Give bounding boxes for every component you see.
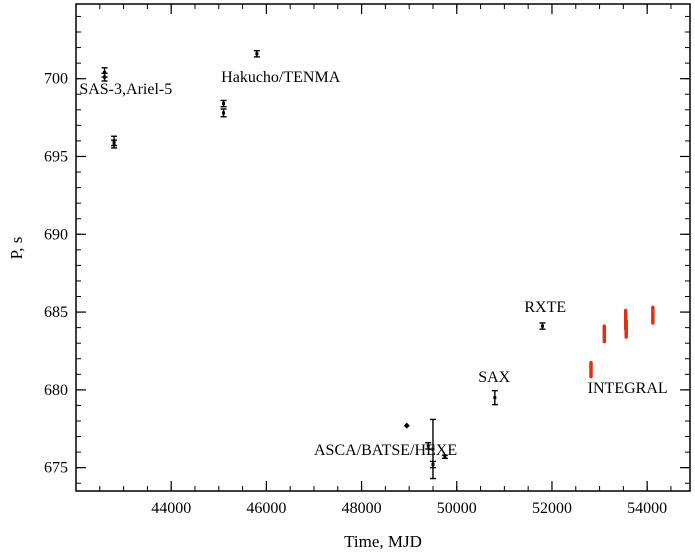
data-point (441, 454, 448, 460)
y-tick-label: 690 (44, 226, 68, 243)
data-point (101, 72, 108, 82)
data-points (101, 49, 655, 480)
data-point (253, 49, 260, 58)
plot-frame (75, 3, 691, 492)
x-tick-label: 52000 (532, 500, 572, 517)
data-point (220, 99, 227, 108)
x-tick-label: 46000 (246, 500, 286, 517)
x-tick-label: 54000 (627, 500, 667, 517)
data-point (425, 442, 432, 450)
annotation-label: INTEGRAL (588, 380, 668, 397)
data-point (220, 108, 227, 118)
axis-ticks (75, 4, 690, 491)
y-tick-label: 695 (44, 148, 68, 165)
data-point (491, 389, 498, 406)
data-point (539, 322, 546, 330)
data-point (429, 460, 436, 469)
y-tick-label: 685 (44, 304, 68, 321)
y-tick-label: 675 (44, 460, 68, 477)
annotation-label: Hakucho/TENMA (221, 69, 341, 86)
data-point (403, 422, 410, 429)
annotation-label: SAS-3,Ariel-5 (79, 81, 172, 98)
annotation-label: RXTE (524, 299, 566, 316)
data-point (429, 418, 436, 480)
annotation-label: ASCA/BATSE/HEXE (314, 442, 457, 459)
annotation-label: SAX (478, 369, 510, 386)
annotations: SAS-3,Ariel-5 Hakucho/TENMA ASCA/BATSE/HEX… (79, 69, 667, 459)
y-tick-labels: 675 680 685 690 695 700 (44, 71, 68, 477)
x-tick-label: 48000 (342, 500, 382, 517)
data-point (111, 139, 118, 149)
x-tick-labels: 44000 46000 48000 50000 52000 54000 (151, 500, 667, 517)
y-tick-label: 700 (44, 71, 68, 88)
x-axis-title: Time, MJD (344, 532, 422, 551)
x-tick-label: 50000 (437, 500, 477, 517)
y-tick-label: 680 (44, 382, 68, 399)
x-tick-label: 44000 (151, 500, 191, 517)
y-axis-title: P, s (7, 237, 26, 260)
